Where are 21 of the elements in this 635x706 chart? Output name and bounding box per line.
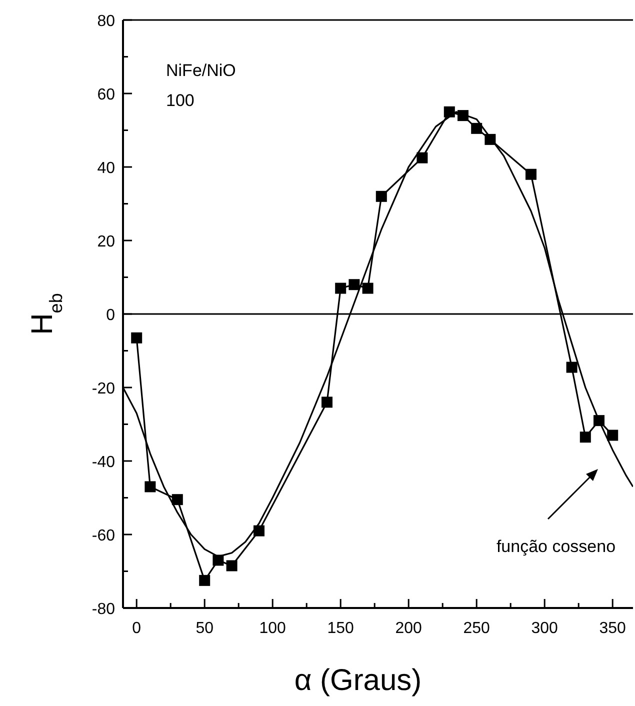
annotation: NiFe/NiO <box>166 61 236 80</box>
x-tick-label: 100 <box>259 620 286 637</box>
x-tick-label: 50 <box>196 620 214 637</box>
annotation: 100 <box>166 91 194 110</box>
x-tick-label: 200 <box>395 620 422 637</box>
x-tick-label: 350 <box>599 620 626 637</box>
x-tick-label: 300 <box>531 620 558 637</box>
x-axis-title: α (Graus) <box>294 664 422 697</box>
x-tick-label: 0 <box>132 620 142 637</box>
y-tick-label: 60 <box>97 86 116 104</box>
annotation: função cosseno <box>496 537 616 556</box>
y-tick-label: 80 <box>97 13 116 30</box>
x-tick-label: 250 <box>463 620 490 637</box>
y-tick-label: -60 <box>92 528 116 544</box>
y-tick-label: -20 <box>92 380 116 398</box>
y-tick-label: -40 <box>92 454 116 471</box>
y-tick-label: 20 <box>97 234 116 250</box>
y-tick-label: 0 <box>106 307 116 324</box>
x-tick-label: 150 <box>327 620 354 637</box>
y-tick-label: -80 <box>92 601 116 618</box>
y-tick-label: 40 <box>97 160 116 177</box>
